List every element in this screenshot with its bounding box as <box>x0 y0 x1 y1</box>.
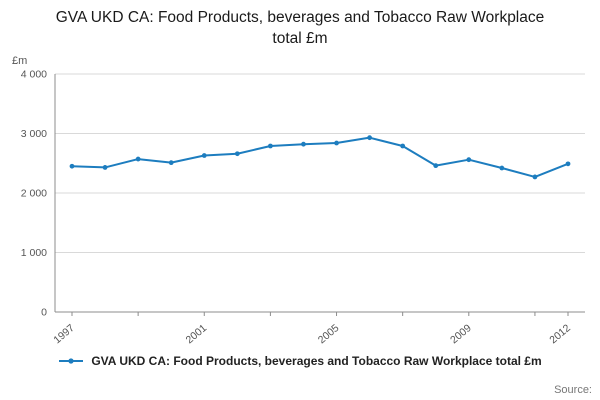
data-point <box>334 140 339 146</box>
data-point <box>168 160 174 165</box>
data-point <box>268 143 273 149</box>
data-point <box>565 161 571 167</box>
source-label: Source: <box>554 384 592 396</box>
data-point <box>433 163 439 168</box>
data-line <box>71 136 569 178</box>
x-tick-label: 2012 <box>547 322 573 346</box>
legend-line-icon <box>59 358 84 364</box>
y-tick-label: 3 000 <box>21 128 47 140</box>
y-tick-label: 4 000 <box>21 68 47 80</box>
data-point <box>69 163 75 169</box>
x-tick-label: 2005 <box>316 322 342 346</box>
line-chart: £m 0 1 000 2 000 3 000 4 000 1997 2001 2005 2009 2… <box>12 55 585 346</box>
data-point <box>201 152 207 158</box>
data-point <box>466 157 472 162</box>
plot-area-wrap: £m 0 1 000 2 000 3 000 4 000 1997 2001 2005 2009 2… <box>0 52 600 348</box>
data-point <box>301 141 306 147</box>
data-point <box>499 165 505 171</box>
x-tick-label: 2009 <box>448 322 474 346</box>
y-tick-label: 0 <box>41 306 47 318</box>
data-point <box>135 156 141 162</box>
y-tick-label: 1 000 <box>21 247 47 259</box>
chart-title: GVA UKD CA: Food Products, beverages and… <box>55 9 545 47</box>
data-point <box>102 164 108 170</box>
x-tick-label: 2001 <box>184 322 210 346</box>
data-point <box>367 135 372 140</box>
legend-label: GVA UKD CA: Food Products, beverages and… <box>91 353 542 368</box>
legend: GVA UKD CA: Food Products, beverages and… <box>0 354 600 368</box>
x-tick-label: 1997 <box>51 322 77 346</box>
y-tick-label: 2 000 <box>21 187 47 199</box>
data-point <box>400 143 406 149</box>
data-point <box>234 151 240 156</box>
data-point <box>532 174 538 180</box>
y-axis-unit-label: £m <box>12 55 27 67</box>
